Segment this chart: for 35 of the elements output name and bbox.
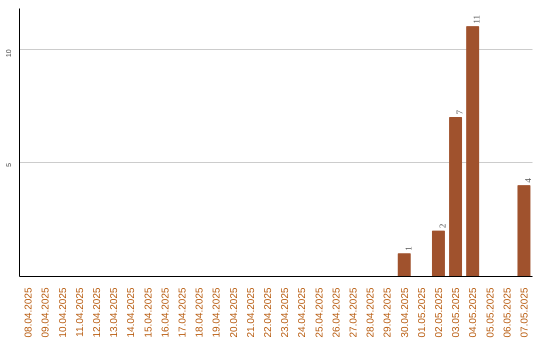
data-label: 11 (472, 15, 482, 24)
data-label: 2 (437, 224, 448, 228)
x-tick-label: 05.05.2025 (485, 287, 496, 338)
data-label: 1 (403, 246, 414, 251)
x-tick-label: 28.04.2025 (366, 287, 377, 338)
x-tick-label: 14.04.2025 (126, 287, 138, 338)
x-tick-label: 24.04.2025 (297, 287, 308, 338)
x-tick-label: 20.04.2025 (228, 287, 240, 338)
x-tick-label: 10.04.2025 (58, 287, 69, 338)
x-tick-label: 29.04.2025 (382, 287, 394, 338)
x-tick-label: 30.04.2025 (400, 287, 411, 338)
x-tick-label: 18.04.2025 (194, 287, 206, 338)
x-tick-label: 26.04.2025 (331, 287, 342, 338)
x-tick-label: 08.04.2025 (24, 287, 35, 338)
x-tick-label: 03.05.2025 (451, 287, 462, 338)
x-tick-label: 11.04.2025 (74, 287, 86, 337)
x-tick-label: 22.04.2025 (262, 287, 274, 338)
data-label: 4 (522, 178, 533, 183)
x-tick-label: 04.05.2025 (468, 287, 480, 338)
x-tick-label: 13.04.2025 (109, 287, 120, 338)
x-tick-label: 09.04.2025 (40, 287, 52, 338)
x-tick-label: 12.04.2025 (92, 287, 103, 338)
x-tick-label: 06.05.2025 (502, 287, 514, 338)
x-tick-label: 23.04.2025 (280, 287, 292, 338)
x-tick-label: 17.04.2025 (177, 287, 188, 338)
x-tick-label: 19.04.2025 (212, 287, 223, 338)
x-tick-label: 01.05.2025 (416, 287, 428, 338)
data-label: 7 (454, 110, 465, 115)
x-tick-label: 27.04.2025 (348, 287, 360, 338)
x-tick-label: 15.04.2025 (143, 287, 154, 338)
x-tick-label: 02.05.2025 (434, 287, 445, 338)
x-tick-label: 25.04.2025 (314, 287, 326, 338)
x-tick-label: 16.04.2025 (160, 287, 172, 338)
x-tick-label: 07.05.2025 (519, 287, 530, 338)
x-tick-label: 21.04.2025 (246, 287, 257, 338)
